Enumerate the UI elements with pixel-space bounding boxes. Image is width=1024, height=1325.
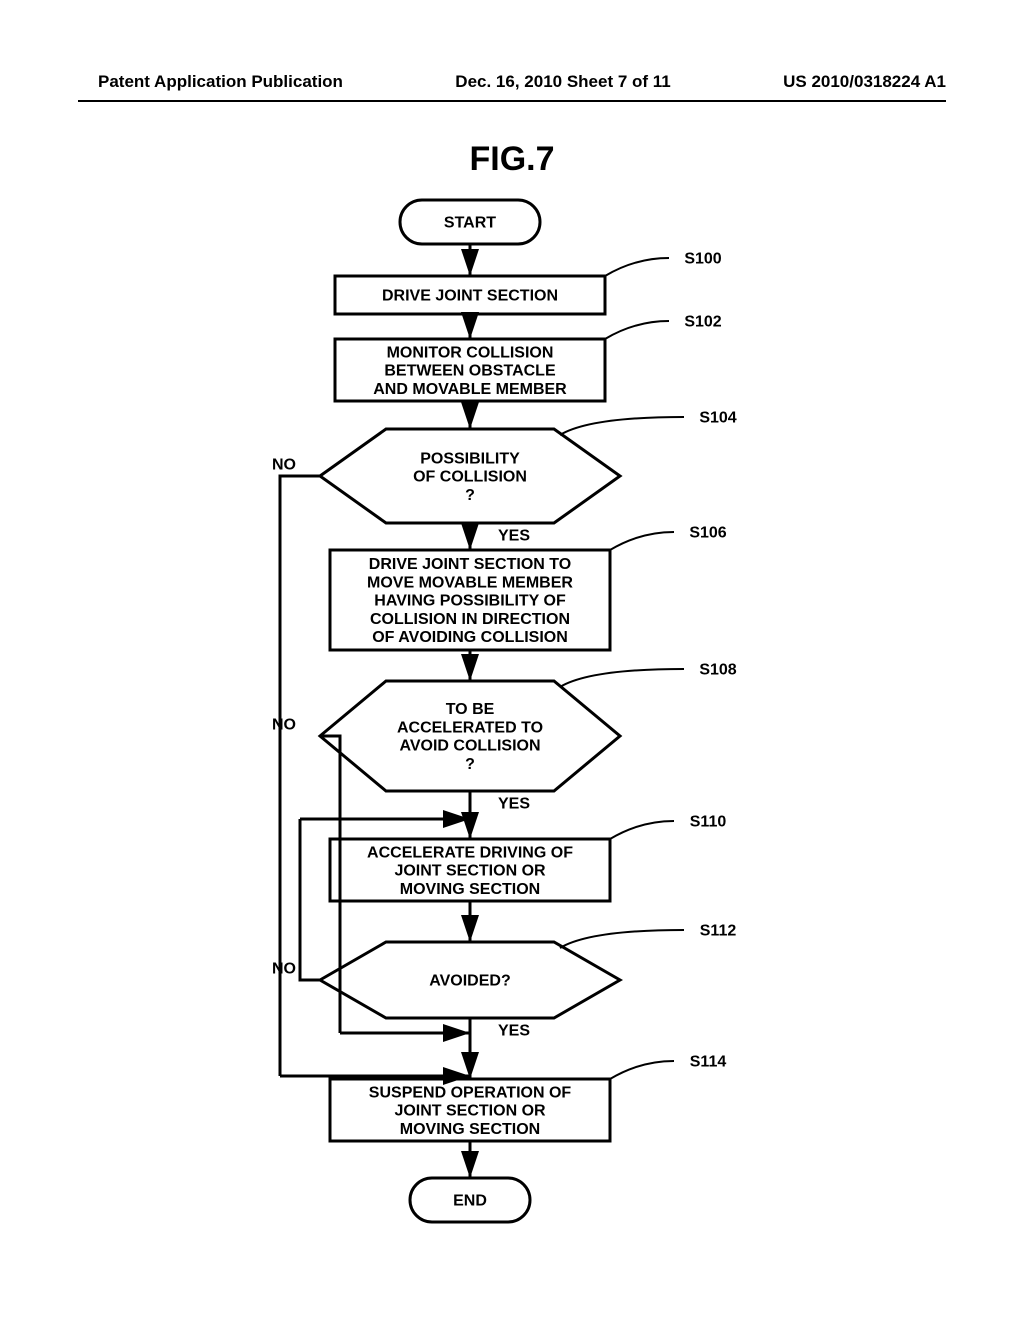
svg-text:AVOIDED?: AVOIDED? <box>429 973 510 990</box>
svg-text:NO: NO <box>272 717 296 734</box>
svg-text:END: END <box>453 1193 487 1210</box>
svg-text:S108: S108 <box>699 662 736 679</box>
flowchart-diagram: START DRIVE JOINT SECTION S100 MONITOR COLL… <box>0 180 1024 1320</box>
svg-text:S106: S106 <box>689 525 726 542</box>
svg-text:YES: YES <box>498 528 530 545</box>
header-rule <box>78 100 946 102</box>
svg-text:DRIVE JOINT SECTION TOMOVE MOV: DRIVE JOINT SECTION TOMOVE MOVABLE MEMBE… <box>367 556 573 646</box>
svg-text:NO: NO <box>272 457 296 474</box>
svg-text:START: START <box>444 215 496 232</box>
figure-label: FIG.7 <box>0 140 1024 179</box>
svg-text:S102: S102 <box>684 314 721 331</box>
svg-text:YES: YES <box>498 796 530 813</box>
header-left: Patent Application Publication <box>98 72 343 92</box>
svg-text:NO: NO <box>272 961 296 978</box>
svg-text:S114: S114 <box>690 1054 727 1071</box>
svg-text:MONITOR COLLISIONBETWEEN OBSTA: MONITOR COLLISIONBETWEEN OBSTACLEAND MOV… <box>373 344 567 397</box>
svg-text:YES: YES <box>498 1023 530 1040</box>
svg-text:S104: S104 <box>699 410 736 427</box>
header-right: US 2010/0318224 A1 <box>783 72 946 92</box>
svg-text:S112: S112 <box>700 923 737 940</box>
svg-text:S100: S100 <box>684 251 721 268</box>
page-header: Patent Application Publication Dec. 16, … <box>0 72 1024 92</box>
svg-text:S110: S110 <box>690 814 727 831</box>
header-center: Dec. 16, 2010 Sheet 7 of 11 <box>455 72 670 92</box>
svg-text:DRIVE JOINT SECTION: DRIVE JOINT SECTION <box>382 288 558 305</box>
